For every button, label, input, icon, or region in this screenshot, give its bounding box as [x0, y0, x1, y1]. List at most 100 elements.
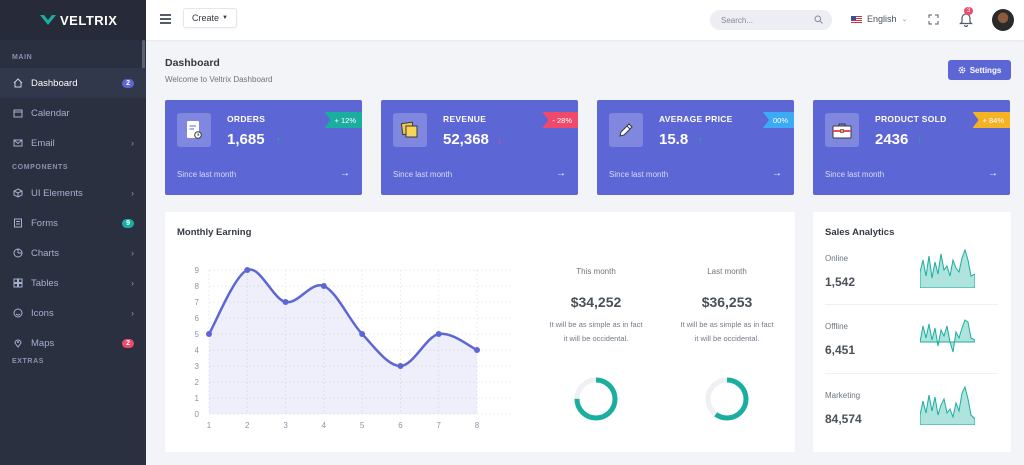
briefcase-icon — [825, 113, 859, 147]
stat-label: ORDERS — [227, 114, 266, 124]
x-tick-label: 5 — [360, 421, 365, 430]
y-tick-label: 9 — [195, 266, 200, 275]
last-month-donut — [705, 377, 749, 421]
stat-label: PRODUCT SOLD — [875, 114, 947, 124]
search-icon — [814, 15, 823, 24]
notification-count-badge: 3 — [964, 7, 974, 15]
note-line: it will be occidental. — [694, 334, 760, 343]
stat-value: 52,368 — [443, 131, 489, 148]
stat-ribbon: + 12% — [324, 112, 362, 128]
stat-footer: Since last month — [393, 170, 453, 179]
settings-button[interactable]: Settings — [948, 60, 1011, 80]
arrow-right-icon[interactable]: → — [772, 168, 782, 179]
dashboard-badge: 2 — [122, 78, 134, 88]
this-month-value: $34,252 — [570, 294, 622, 310]
series-area — [209, 269, 477, 414]
sidebar-item-calendar[interactable]: Calendar — [0, 98, 146, 128]
sidebar-item-label: Dashboard — [31, 77, 78, 89]
arrow-right-icon[interactable]: → — [556, 168, 566, 179]
sidebar-item-forms[interactable]: Forms 9 — [0, 208, 146, 238]
x-tick-label: 4 — [322, 421, 327, 430]
data-point — [244, 267, 251, 273]
arrow-right-icon[interactable]: → — [988, 168, 998, 179]
stat-value: 1,685 — [227, 131, 265, 148]
sidebar-item-charts[interactable]: Charts › — [0, 238, 146, 268]
search-placeholder: Search... — [721, 15, 754, 25]
maps-badge: 2 — [122, 338, 134, 348]
settings-label: Settings — [969, 65, 1002, 75]
sidebar-item-label: Icons — [31, 307, 54, 319]
gear-icon — [958, 66, 966, 74]
card-title: Sales Analytics — [825, 227, 895, 238]
fullscreen-icon[interactable] — [928, 14, 939, 25]
forms-badge: 9 — [122, 218, 134, 228]
x-tick-label: 2 — [245, 421, 250, 430]
sales-label: Online — [825, 254, 849, 263]
sidebar-item-label: Email — [31, 137, 55, 149]
y-tick-label: 5 — [195, 330, 200, 339]
create-dropdown-button[interactable]: Create ▼ — [183, 8, 237, 28]
brand-logo[interactable]: VELTRIX — [0, 0, 146, 40]
data-point — [435, 331, 442, 337]
stat-card-revenue: REVENUE 52,368 ↓ - 28% Since last month … — [381, 100, 578, 195]
chevron-right-icon: › — [131, 248, 134, 258]
this-month-summary: This month $34,252 It will be as simple … — [541, 267, 651, 346]
menu-toggle-icon[interactable] — [160, 14, 171, 24]
x-tick-label: 7 — [436, 421, 441, 430]
sidebar-item-label: Forms — [31, 217, 58, 229]
sidebar-item-label: Maps — [31, 337, 55, 349]
sales-value: 1,542 — [825, 275, 856, 289]
form-icon — [12, 217, 24, 229]
sales-value: 84,574 — [825, 412, 862, 426]
arrow-up-icon: ↑ — [917, 135, 922, 146]
online-sparkline — [920, 248, 975, 288]
sidebar-item-tables[interactable]: Tables › — [0, 268, 146, 298]
stat-card-average-price: AVERAGE PRICE 15.8 ↑ 00% Since last mont… — [597, 100, 794, 195]
chevron-right-icon: › — [131, 308, 134, 318]
y-tick-label: 1 — [195, 394, 200, 403]
chevron-right-icon: › — [131, 188, 134, 198]
chevron-right-icon: › — [131, 138, 134, 148]
sidebar-item-dashboard[interactable]: Dashboard 2 — [0, 68, 146, 98]
stat-footer: Since last month — [825, 170, 885, 179]
sidebar-item-label: UI Elements — [31, 187, 83, 199]
stat-footer: Since last month — [609, 170, 669, 179]
stat-ribbon: + 84% — [972, 112, 1010, 128]
x-tick-label: 3 — [283, 421, 288, 430]
stat-footer: Since last month — [177, 170, 237, 179]
sales-value: 6,451 — [825, 343, 856, 357]
y-tick-label: 8 — [195, 282, 200, 291]
stat-label: REVENUE — [443, 114, 487, 124]
sidebar-item-label: Charts — [31, 247, 59, 259]
sidebar-item-label: Calendar — [31, 107, 70, 119]
sidebar-item-email[interactable]: Email › — [0, 128, 146, 158]
this-month-note: It will be as simple as in fact it will … — [541, 318, 651, 346]
home-icon — [12, 77, 24, 89]
this-month-donut — [574, 377, 618, 421]
sales-label: Marketing — [825, 391, 861, 400]
sales-row-online: Online 1,542 — [825, 242, 998, 310]
arrow-right-icon[interactable]: → — [340, 168, 350, 179]
stat-label: AVERAGE PRICE — [659, 114, 733, 124]
data-point — [282, 299, 289, 305]
arrow-down-icon: ↓ — [497, 135, 502, 146]
sidebar-item-ui-elements[interactable]: UI Elements › — [0, 178, 146, 208]
language-selector[interactable]: English ⌄ — [851, 14, 907, 24]
topbar: Create ▼ Search... English ⌄ 3 — [146, 0, 1024, 40]
last-month-value: $36,253 — [701, 294, 753, 310]
smiley-icon — [12, 307, 24, 319]
y-tick-label: 6 — [195, 314, 200, 323]
search-input[interactable]: Search... — [710, 10, 832, 30]
divider — [825, 304, 998, 305]
sales-analytics-card: Sales Analytics Online 1,542 Offline 6,4… — [813, 212, 1011, 452]
x-tick-label: 1 — [207, 421, 212, 430]
menu-title-components: COMPONENTS — [12, 164, 69, 171]
y-tick-label: 7 — [195, 298, 200, 307]
sidebar-item-maps[interactable]: Maps 2 — [0, 328, 146, 358]
data-point — [397, 363, 404, 369]
user-avatar[interactable] — [992, 9, 1014, 31]
sidebar-item-icons[interactable]: Icons › — [0, 298, 146, 328]
mail-icon — [12, 137, 24, 149]
